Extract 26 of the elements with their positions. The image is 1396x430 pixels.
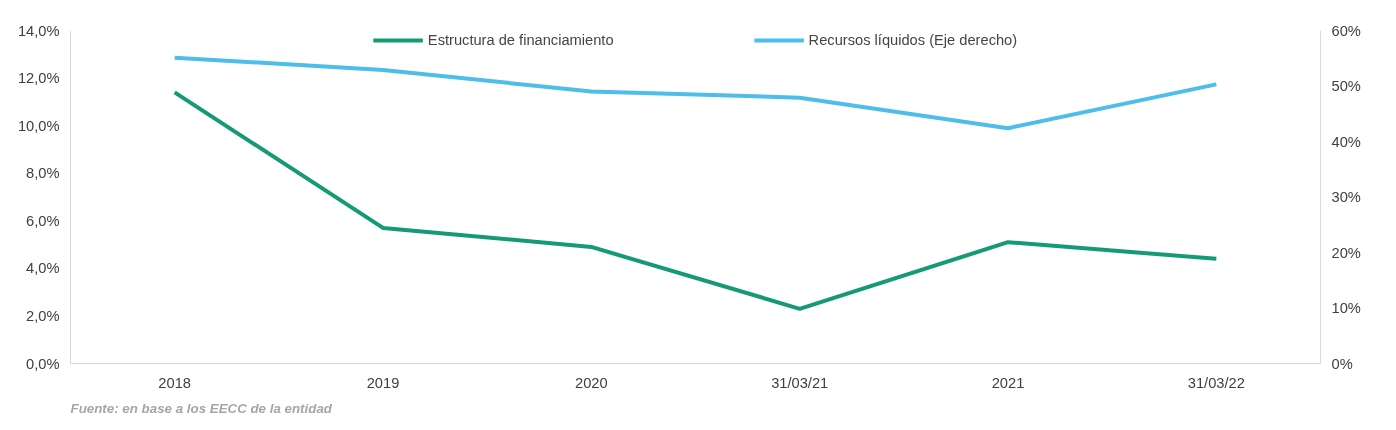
x-tick-label: 2021 — [991, 374, 1025, 391]
y-tick-label: 8,0% — [26, 165, 60, 182]
y2-tick-label: 40% — [1331, 133, 1361, 150]
legend-label: Recursos líquidos (Eje derecho) — [808, 32, 1018, 48]
x-tick-label: 2018 — [158, 374, 191, 391]
legend-label: Estructura de financiamiento — [427, 32, 614, 48]
y2-tick-label: 60% — [1331, 22, 1361, 39]
y-tick-label: 12,0% — [17, 70, 60, 87]
line-series — [172, 55, 1219, 131]
y2-tick-label: 20% — [1331, 244, 1361, 261]
y2-tick-label: 10% — [1331, 300, 1361, 316]
y-tick-label: 6,0% — [26, 212, 60, 229]
x-tick-label: 31/03/21 — [771, 374, 829, 391]
y2-tick-label: 50% — [1331, 78, 1361, 94]
y-tick-label: 4,0% — [26, 260, 60, 277]
y-tick-label: 2,0% — [26, 307, 60, 324]
x-tick-label: 31/03/22 — [1187, 374, 1245, 391]
line-series — [172, 90, 1219, 311]
y2-tick-label: 30% — [1331, 189, 1361, 205]
source-note: Fuente: en base a los EECC de la entidad — [70, 400, 333, 416]
y-tick-label: 0,0% — [26, 355, 60, 372]
y2-tick-label: 0% — [1331, 355, 1353, 372]
y-tick-label: 14,0% — [17, 22, 60, 39]
y-tick-label: 10,0% — [17, 117, 60, 134]
x-tick-label: 2020 — [575, 374, 608, 391]
x-tick-label: 2019 — [366, 374, 400, 391]
